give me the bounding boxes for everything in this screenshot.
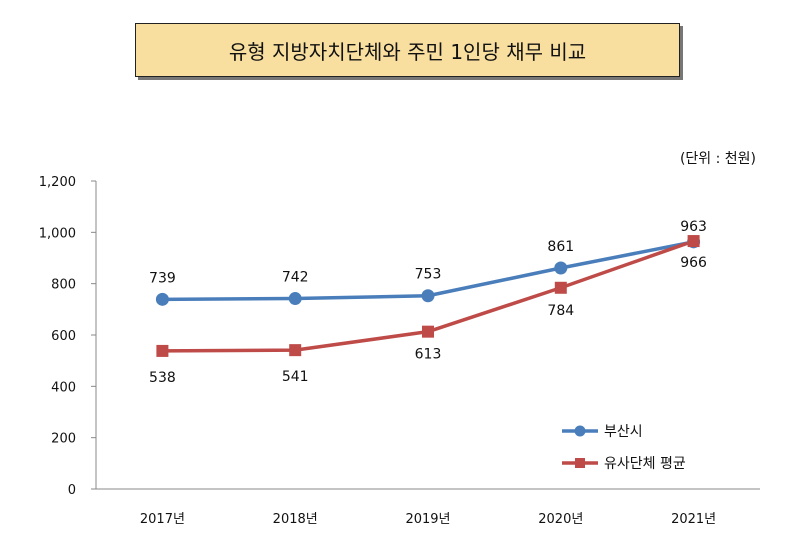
y-tick-label: 200 xyxy=(51,432,76,447)
y-tick-label: 1,200 xyxy=(39,175,76,190)
data-point-marker xyxy=(288,292,302,306)
data-label: 541 xyxy=(282,369,309,385)
axes xyxy=(91,180,760,490)
series-markers xyxy=(155,235,701,357)
y-tick-label: 800 xyxy=(51,278,76,293)
x-tick-label: 2018년 xyxy=(273,512,318,527)
data-label: 963 xyxy=(680,219,707,235)
legend-marker xyxy=(574,425,586,437)
data-label: 861 xyxy=(547,239,574,255)
y-tick-label: 400 xyxy=(51,380,76,395)
y-tick-label: 600 xyxy=(51,329,76,344)
y-tick-labels: 0 200 400 600 800 1,000 1,200 xyxy=(39,175,76,498)
data-label: 613 xyxy=(415,347,442,363)
legend-label: 부산시 xyxy=(604,424,643,440)
data-label: 784 xyxy=(547,303,574,319)
data-point-marker xyxy=(156,344,169,357)
data-label: 966 xyxy=(680,255,707,271)
chart-title: 유형 지방자치단체와 주민 1인당 채무 비교 xyxy=(135,23,680,77)
y-tick-label: 0 xyxy=(68,483,76,498)
data-point-marker xyxy=(422,325,434,338)
data-point-marker xyxy=(554,261,568,275)
data-label: 538 xyxy=(149,370,176,386)
x-tick-label: 2020년 xyxy=(538,512,583,527)
data-point-marker xyxy=(289,344,302,357)
legend-marker xyxy=(575,458,585,468)
x-tick-labels: 2017년 2018년 2019년 2020년 2021년 xyxy=(140,512,716,527)
data-point-marker xyxy=(687,235,700,248)
data-point-marker xyxy=(421,289,435,303)
x-tick-label: 2019년 xyxy=(405,512,450,527)
legend-label: 유사단체 평균 xyxy=(604,456,686,472)
data-label: 742 xyxy=(282,270,309,286)
x-tick-label: 2021년 xyxy=(671,512,716,527)
data-labels: 739 742 753 861 963 538 541 613 784 966 xyxy=(149,219,707,386)
unit-label: (단위 : 천원) xyxy=(680,151,756,167)
data-point-marker xyxy=(554,281,567,294)
x-tick-label: 2017년 xyxy=(140,512,185,527)
data-label: 739 xyxy=(149,270,176,286)
y-tick-label: 1,000 xyxy=(39,226,76,241)
data-point-marker xyxy=(155,292,169,306)
data-label: 753 xyxy=(415,267,442,283)
